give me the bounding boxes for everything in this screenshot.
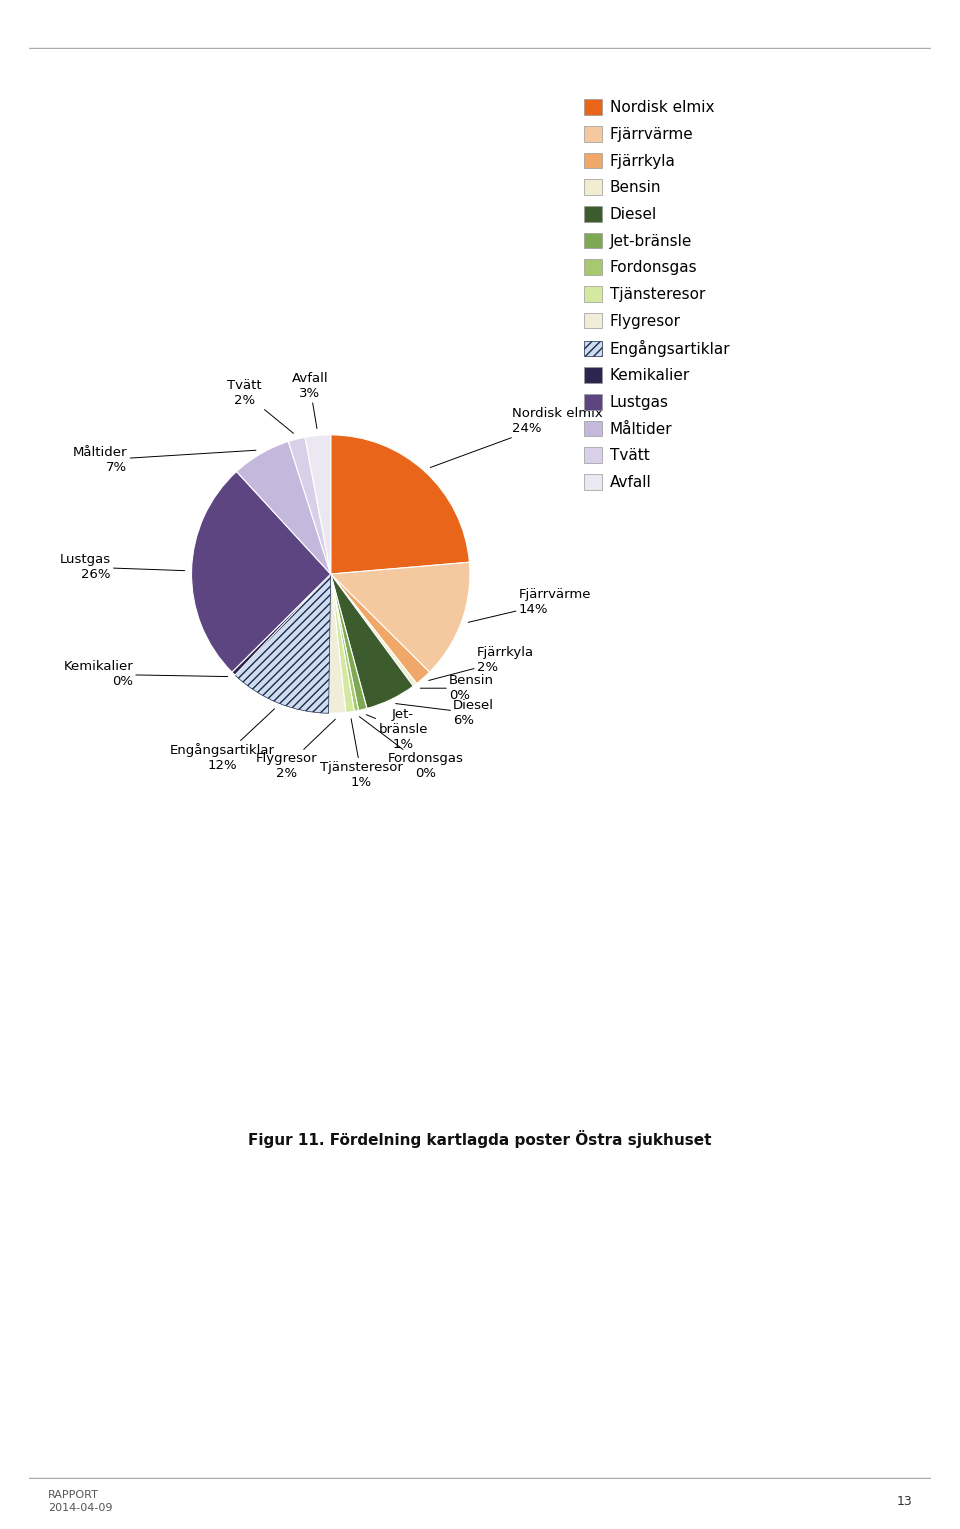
Wedge shape bbox=[330, 434, 469, 573]
Text: Bensin
0%: Bensin 0% bbox=[420, 674, 494, 702]
Wedge shape bbox=[305, 434, 331, 573]
Wedge shape bbox=[330, 573, 354, 713]
Text: 2014-04-09: 2014-04-09 bbox=[48, 1503, 112, 1512]
Text: Figur 11. Fördelning kartlagda poster Östra sjukhuset: Figur 11. Fördelning kartlagda poster Ös… bbox=[249, 1130, 711, 1148]
Wedge shape bbox=[330, 573, 429, 683]
Text: Tvätt
2%: Tvätt 2% bbox=[228, 379, 294, 433]
Wedge shape bbox=[288, 437, 330, 573]
Wedge shape bbox=[330, 573, 367, 711]
Wedge shape bbox=[330, 563, 469, 673]
Text: 13: 13 bbox=[897, 1495, 912, 1508]
Text: Avfall
3%: Avfall 3% bbox=[292, 372, 328, 428]
Text: Tjänsteresor
1%: Tjänsteresor 1% bbox=[320, 719, 403, 789]
Wedge shape bbox=[330, 573, 413, 708]
Text: Måltider
7%: Måltider 7% bbox=[73, 446, 256, 474]
Wedge shape bbox=[232, 573, 330, 676]
Text: Kemikalier
0%: Kemikalier 0% bbox=[63, 661, 228, 688]
Text: Nordisk elmix
24%: Nordisk elmix 24% bbox=[430, 407, 603, 468]
Text: RAPPORT: RAPPORT bbox=[48, 1491, 99, 1500]
Text: Engångsartiklar
12%: Engångsartiklar 12% bbox=[170, 709, 275, 772]
Text: Diesel
6%: Diesel 6% bbox=[396, 699, 494, 728]
Text: Jet-
bränsle
1%: Jet- bränsle 1% bbox=[367, 708, 428, 751]
Wedge shape bbox=[330, 573, 417, 687]
Text: Lustgas
26%: Lustgas 26% bbox=[60, 553, 184, 581]
Text: Fjärrvärme
14%: Fjärrvärme 14% bbox=[468, 587, 591, 622]
Wedge shape bbox=[330, 573, 358, 711]
Wedge shape bbox=[191, 471, 330, 673]
Text: Flygresor
2%: Flygresor 2% bbox=[255, 719, 335, 780]
Wedge shape bbox=[235, 573, 330, 713]
Text: Fjärrkyla
2%: Fjärrkyla 2% bbox=[429, 647, 534, 680]
Wedge shape bbox=[236, 442, 330, 573]
Legend: Nordisk elmix, Fjärrvärme, Fjärrkyla, Bensin, Diesel, Jet-bränsle, Fordonsgas, T: Nordisk elmix, Fjärrvärme, Fjärrkyla, Be… bbox=[584, 99, 731, 489]
Wedge shape bbox=[328, 573, 346, 713]
Text: Fordonsgas
0%: Fordonsgas 0% bbox=[359, 717, 464, 780]
